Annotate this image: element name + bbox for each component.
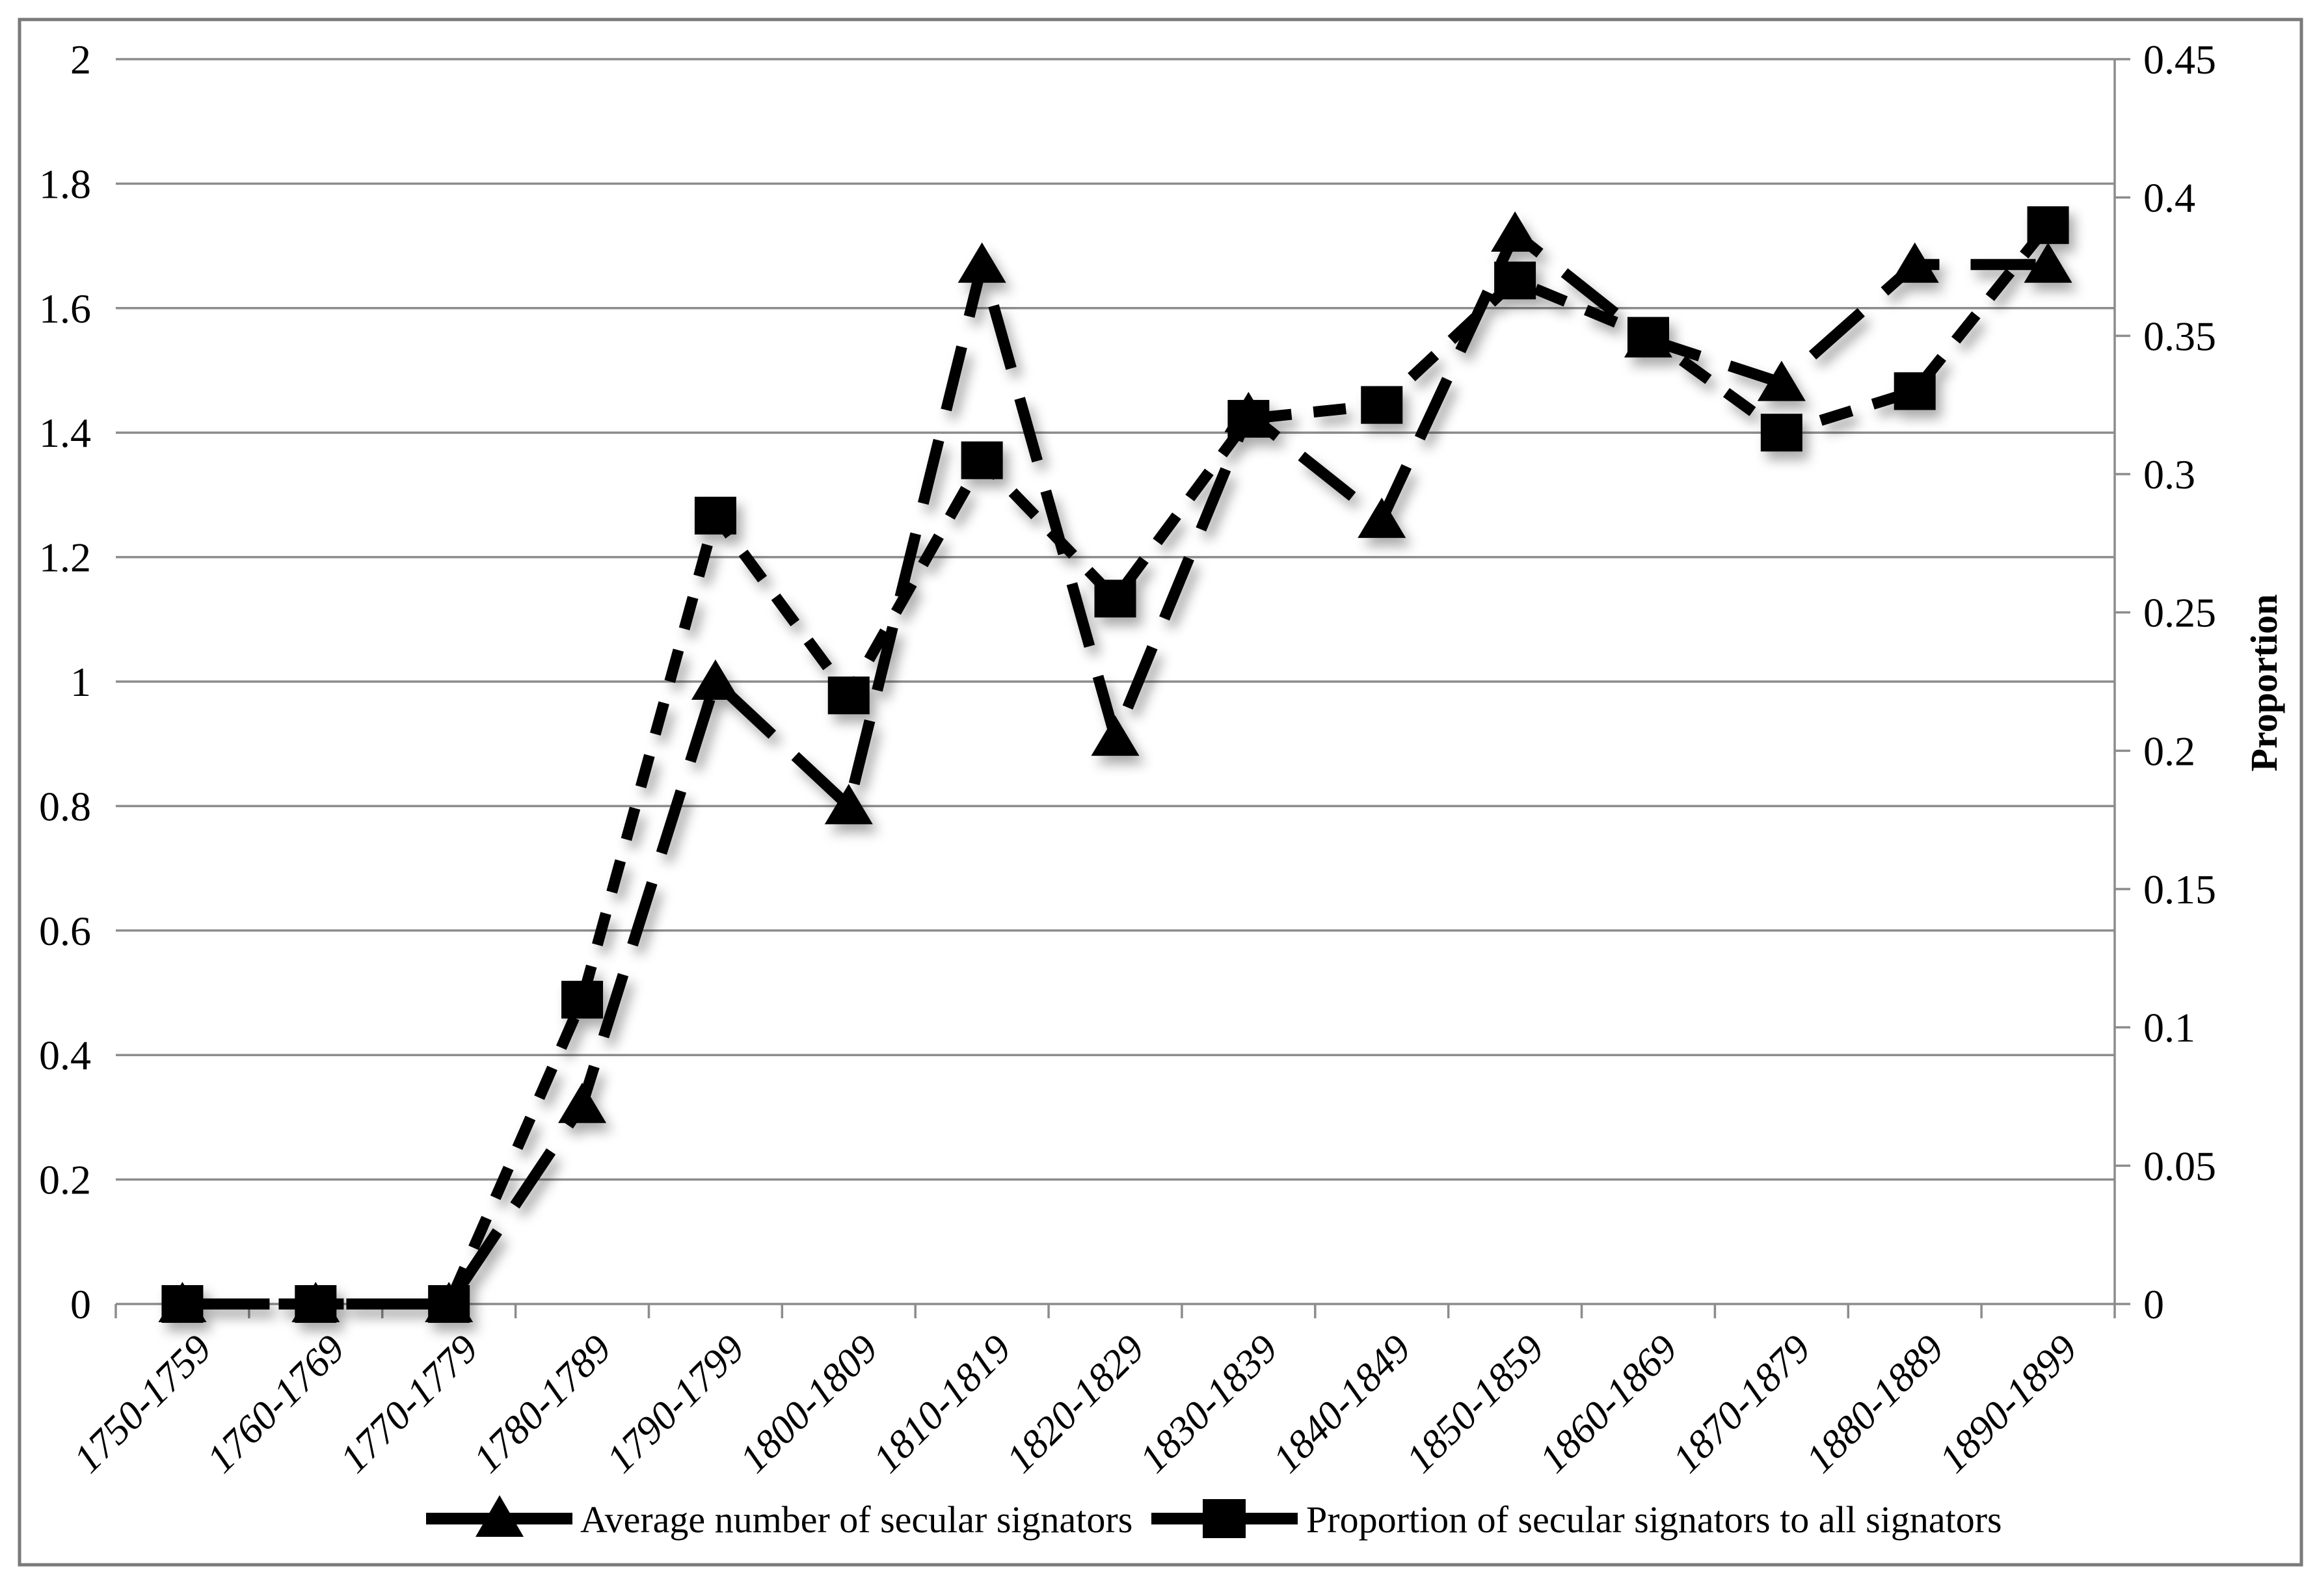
- data-point-triangle-marker: [1890, 242, 1939, 283]
- data-point-triangle-marker: [1491, 211, 1540, 252]
- data-point-triangle-marker: [691, 659, 740, 700]
- chart-legend: Average number of secular signators Prop…: [426, 1495, 2002, 1541]
- axes-group: [114, 58, 2130, 1318]
- gridlines-group: [116, 58, 2115, 1305]
- right-axis-tick-label: 0: [2143, 1281, 2164, 1327]
- left-axis-tick-label: 1.8: [39, 161, 91, 207]
- data-point-triangle-marker: [1757, 360, 1806, 401]
- legend-label-average: Average number of secular signators: [580, 1498, 1132, 1541]
- data-point-triangle-marker: [2024, 242, 2072, 283]
- data-point-square-marker: [1894, 372, 1936, 410]
- data-point-square-marker: [961, 441, 1003, 479]
- data-point-triangle-marker: [1091, 715, 1140, 756]
- right-axis-title: Proportion: [2243, 594, 2285, 772]
- data-point-square-marker: [1760, 414, 1802, 452]
- data-point-square-marker: [1094, 579, 1136, 618]
- left-axis-tick-label: 1.6: [39, 286, 91, 332]
- right-axis-tick-label: 0.35: [2143, 313, 2216, 359]
- legend-entry-average: Average number of secular signators: [426, 1495, 1132, 1541]
- data-point-square-marker: [561, 981, 604, 1019]
- right-axis-tick-label: 0.15: [2143, 866, 2216, 912]
- data-point-square-marker: [694, 496, 736, 535]
- data-point-triangle-marker: [1358, 498, 1406, 539]
- data-point-triangle-marker: [558, 1082, 607, 1123]
- series-proportion: [161, 206, 2069, 1323]
- data-point-square-marker: [428, 1285, 470, 1323]
- legend-square-marker-icon: [1203, 1499, 1246, 1538]
- left-axis-tick-label: 1: [70, 659, 91, 705]
- data-point-square-marker: [2027, 206, 2069, 245]
- left-axis-tick-label: 0.6: [39, 908, 91, 954]
- figure-border: [18, 18, 2303, 1567]
- left-axis-tick-label: 2: [70, 36, 91, 83]
- right-axis-tick-label: 0.2: [2143, 728, 2195, 774]
- data-point-square-marker: [1494, 261, 1536, 300]
- right-axis-tick-label: 0.3: [2143, 451, 2195, 498]
- data-point-triangle-marker: [824, 784, 873, 825]
- left-axis-tick-label: 1.4: [39, 410, 91, 456]
- left-axis-tick-label: 1.2: [39, 535, 91, 581]
- left-axis-tick-label: 0.2: [39, 1157, 91, 1203]
- data-point-square-marker: [1627, 317, 1669, 355]
- right-axis-tick-label: 0.25: [2143, 590, 2216, 636]
- series-line: [182, 221, 2053, 1310]
- left-axis-tick-label: 0: [70, 1281, 91, 1327]
- legend-entry-proportion: Proportion of secular signators to all s…: [1151, 1498, 2002, 1541]
- left-axis-tick-label: 0.4: [39, 1032, 91, 1078]
- right-axis-tick-label: 0.45: [2143, 36, 2216, 83]
- series-group: [158, 206, 2072, 1323]
- right-axis-tick-label: 0.05: [2143, 1143, 2216, 1189]
- data-point-square-marker: [827, 676, 870, 715]
- right-axis-tick-label: 0.4: [2143, 175, 2195, 221]
- legend-label-proportion: Proportion of secular signators to all s…: [1306, 1498, 2002, 1541]
- data-point-square-marker: [1361, 386, 1403, 424]
- data-point-square-marker: [295, 1285, 337, 1323]
- data-point-square-marker: [1227, 399, 1270, 438]
- legend-triangle-marker-icon: [475, 1495, 524, 1537]
- data-point-square-marker: [161, 1285, 204, 1323]
- left-axis-tick-label: 0.8: [39, 783, 91, 829]
- data-point-triangle-marker: [958, 242, 1006, 283]
- right-axis-tick-label: 0.1: [2143, 1005, 2195, 1051]
